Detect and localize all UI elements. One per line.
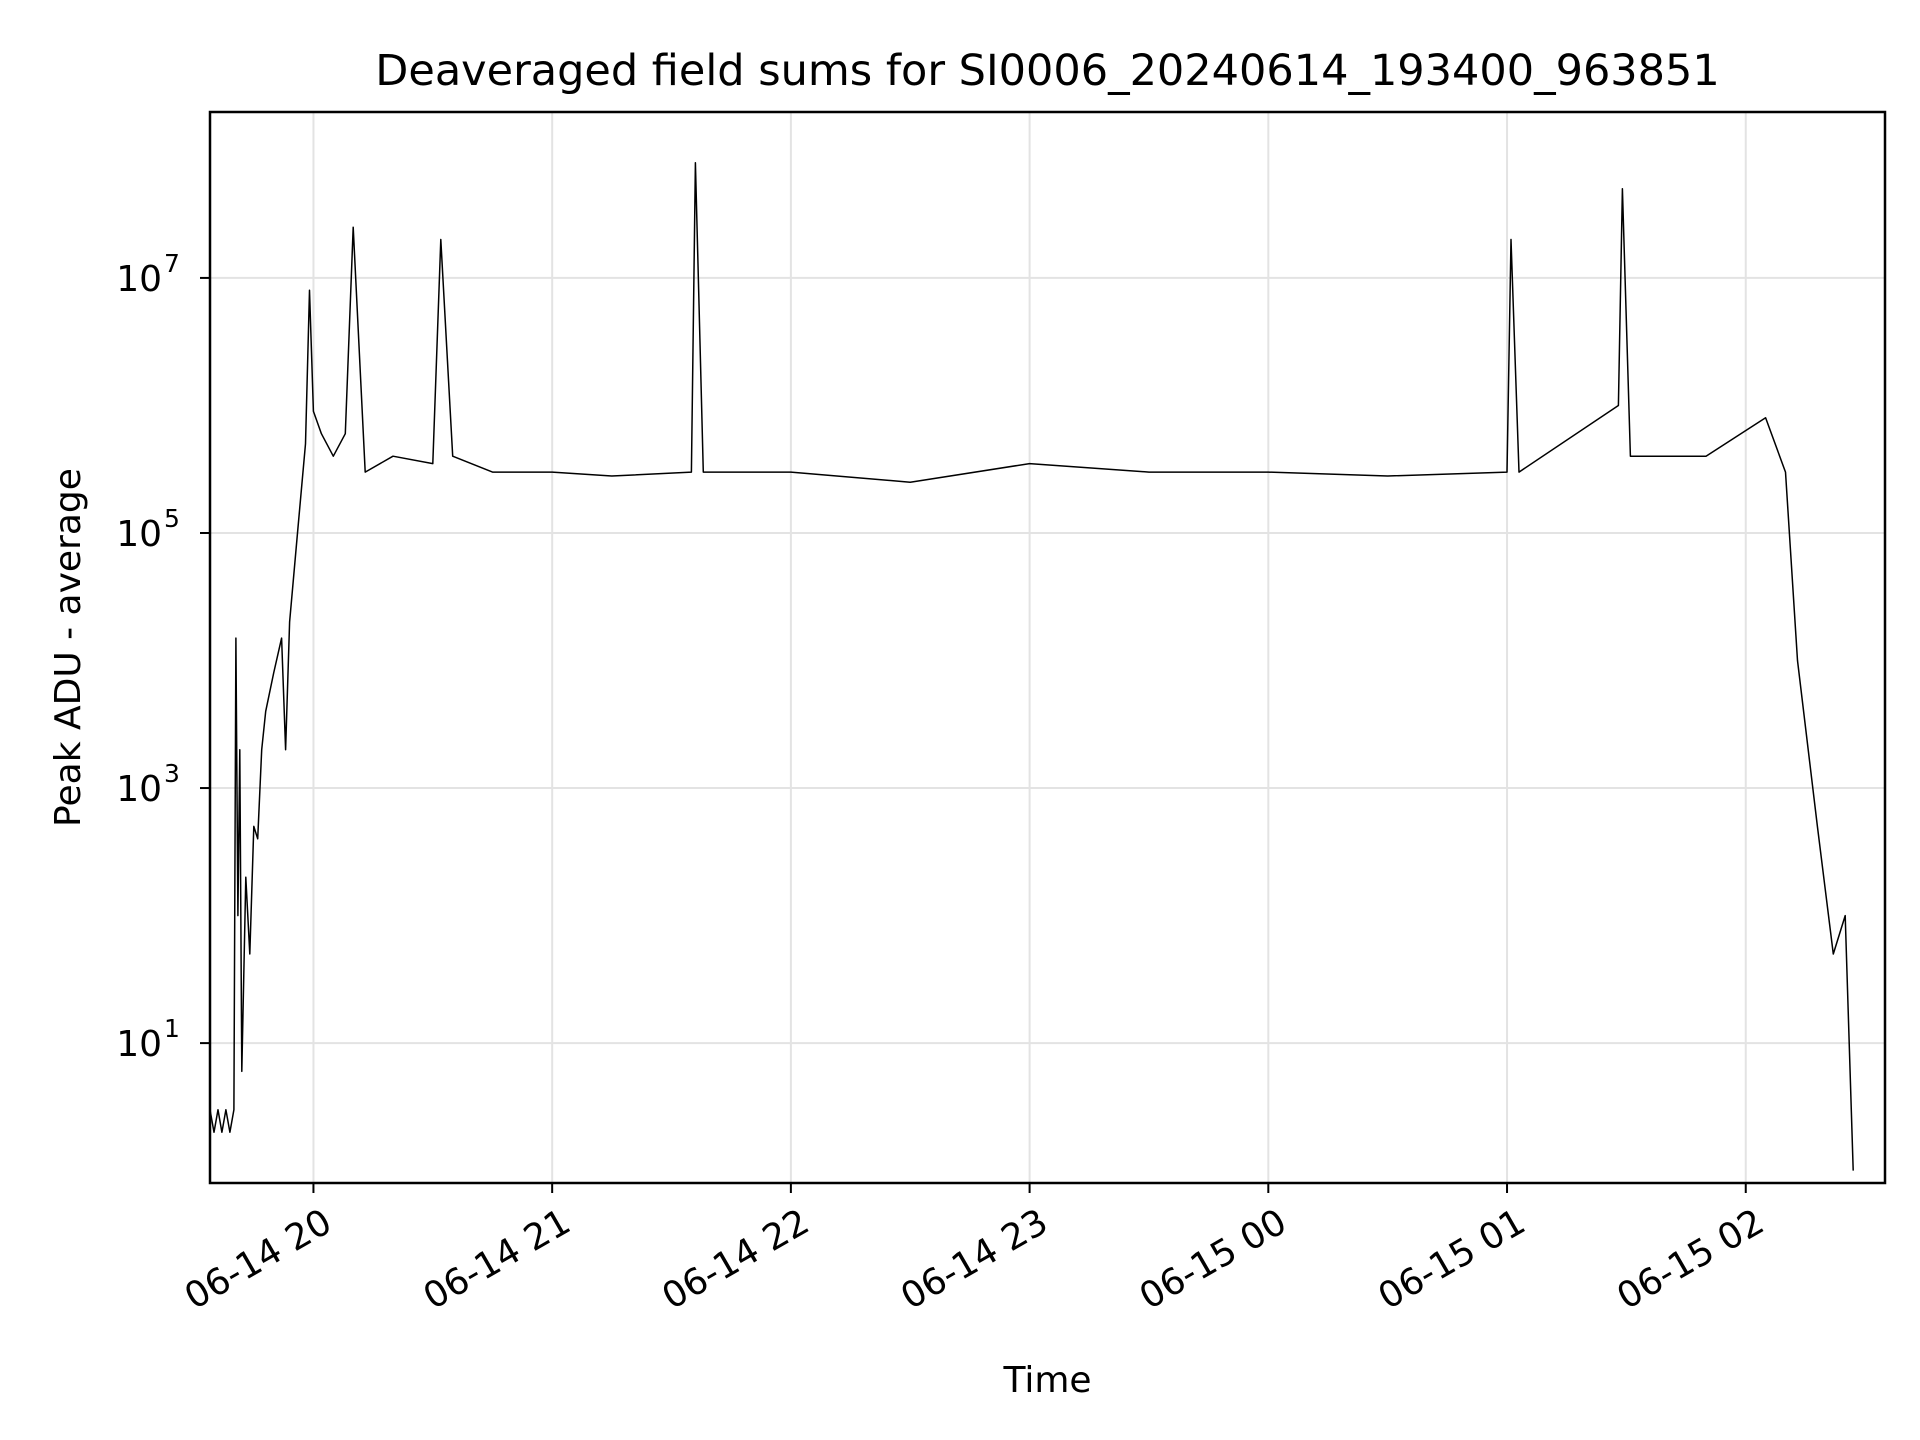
y-tick-exponent: 5 xyxy=(164,504,180,533)
x-axis-title: Time xyxy=(1002,1360,1091,1401)
series-layer xyxy=(209,161,1854,1171)
y-tick-base: 10 xyxy=(116,769,162,810)
y-tick-label: 10 xyxy=(116,514,162,555)
y-tick-label: 10 xyxy=(116,259,162,300)
y-tick-exponent: 3 xyxy=(164,759,180,788)
y-tick-exponent: 1 xyxy=(164,1014,180,1043)
y-tick-exponent: 7 xyxy=(164,249,180,278)
series-line xyxy=(209,161,1854,1171)
y-axis-title: Peak ADU - average xyxy=(48,468,89,827)
grid-layer xyxy=(210,112,1885,1183)
y-tick-base: 10 xyxy=(116,259,162,300)
plot-frame xyxy=(208,110,1887,1185)
y-tick-label: 10 xyxy=(116,1024,162,1065)
y-tick-label: 10 xyxy=(116,769,162,810)
chart-title: Deaveraged field sums for SI0006_2024061… xyxy=(375,46,1720,96)
y-tick-base: 10 xyxy=(116,1024,162,1065)
y-tick-base: 10 xyxy=(116,514,162,555)
